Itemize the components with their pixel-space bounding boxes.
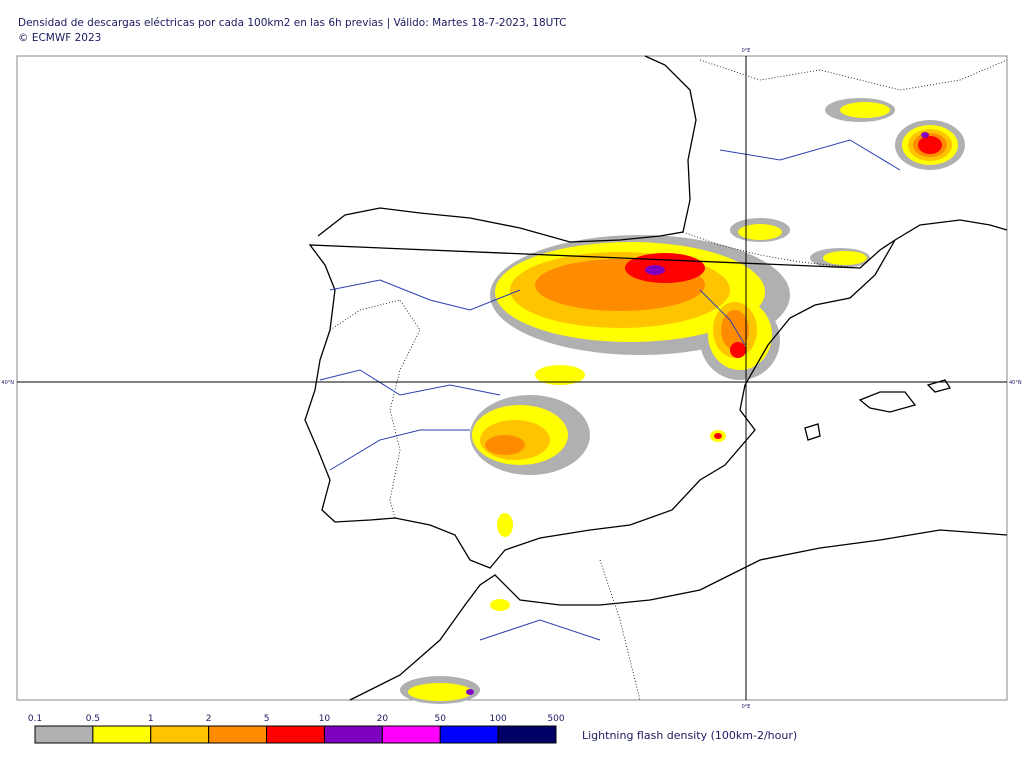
colorbar-tick-label: 10 bbox=[319, 714, 331, 724]
colorbar-tick-label: 50 bbox=[434, 714, 446, 724]
map-frame bbox=[16, 55, 1008, 701]
colorbar-segment bbox=[208, 725, 268, 744]
colorbar-tick-label: 0.5 bbox=[86, 714, 100, 724]
colorbar-segment bbox=[34, 725, 94, 744]
colorbar-segment bbox=[266, 725, 325, 744]
colorbar-label: Lightning flash density (100km-2/hour) bbox=[582, 729, 797, 742]
colorbar-segment bbox=[323, 725, 383, 744]
meridian-label: 0°E bbox=[742, 704, 751, 710]
parallel-label: 40°N bbox=[1, 380, 14, 386]
meridian-label: 0°E bbox=[742, 48, 751, 54]
copyright: © ECMWF 2023 bbox=[18, 32, 101, 44]
colorbar: 0.1 0.5 1 2 5 10 20 50 100 500 bbox=[28, 714, 565, 744]
colorbar-tick-label: 5 bbox=[264, 714, 270, 724]
colorbar-tick-label: 2 bbox=[206, 714, 212, 724]
colorbar-tick-label: 20 bbox=[377, 714, 389, 724]
iberia-coast bbox=[304, 55, 896, 569]
colorbar-segment bbox=[439, 725, 499, 744]
colorbar-segment bbox=[381, 725, 441, 744]
africa-coast bbox=[349, 529, 1008, 701]
colorbar-tick-label: 500 bbox=[547, 714, 564, 724]
colorbar-segment bbox=[497, 725, 557, 744]
colorbar-tick-label: 0.1 bbox=[28, 714, 42, 724]
map: 0°E 0°E 40°N 40°N bbox=[1, 48, 1021, 710]
colorbar-segment bbox=[92, 725, 152, 744]
density-10 bbox=[466, 132, 929, 695]
parallel-label: 40°N bbox=[1009, 380, 1022, 386]
colorbar-tick-label: 1 bbox=[148, 714, 154, 724]
colorbar-tick-label: 100 bbox=[490, 714, 507, 724]
title: Densidad de descargas eléctricas por cad… bbox=[18, 17, 566, 29]
colorbar-segment bbox=[150, 725, 210, 744]
lightning-areas bbox=[400, 98, 965, 704]
france-coast bbox=[894, 219, 1008, 241]
rivers bbox=[319, 139, 901, 641]
